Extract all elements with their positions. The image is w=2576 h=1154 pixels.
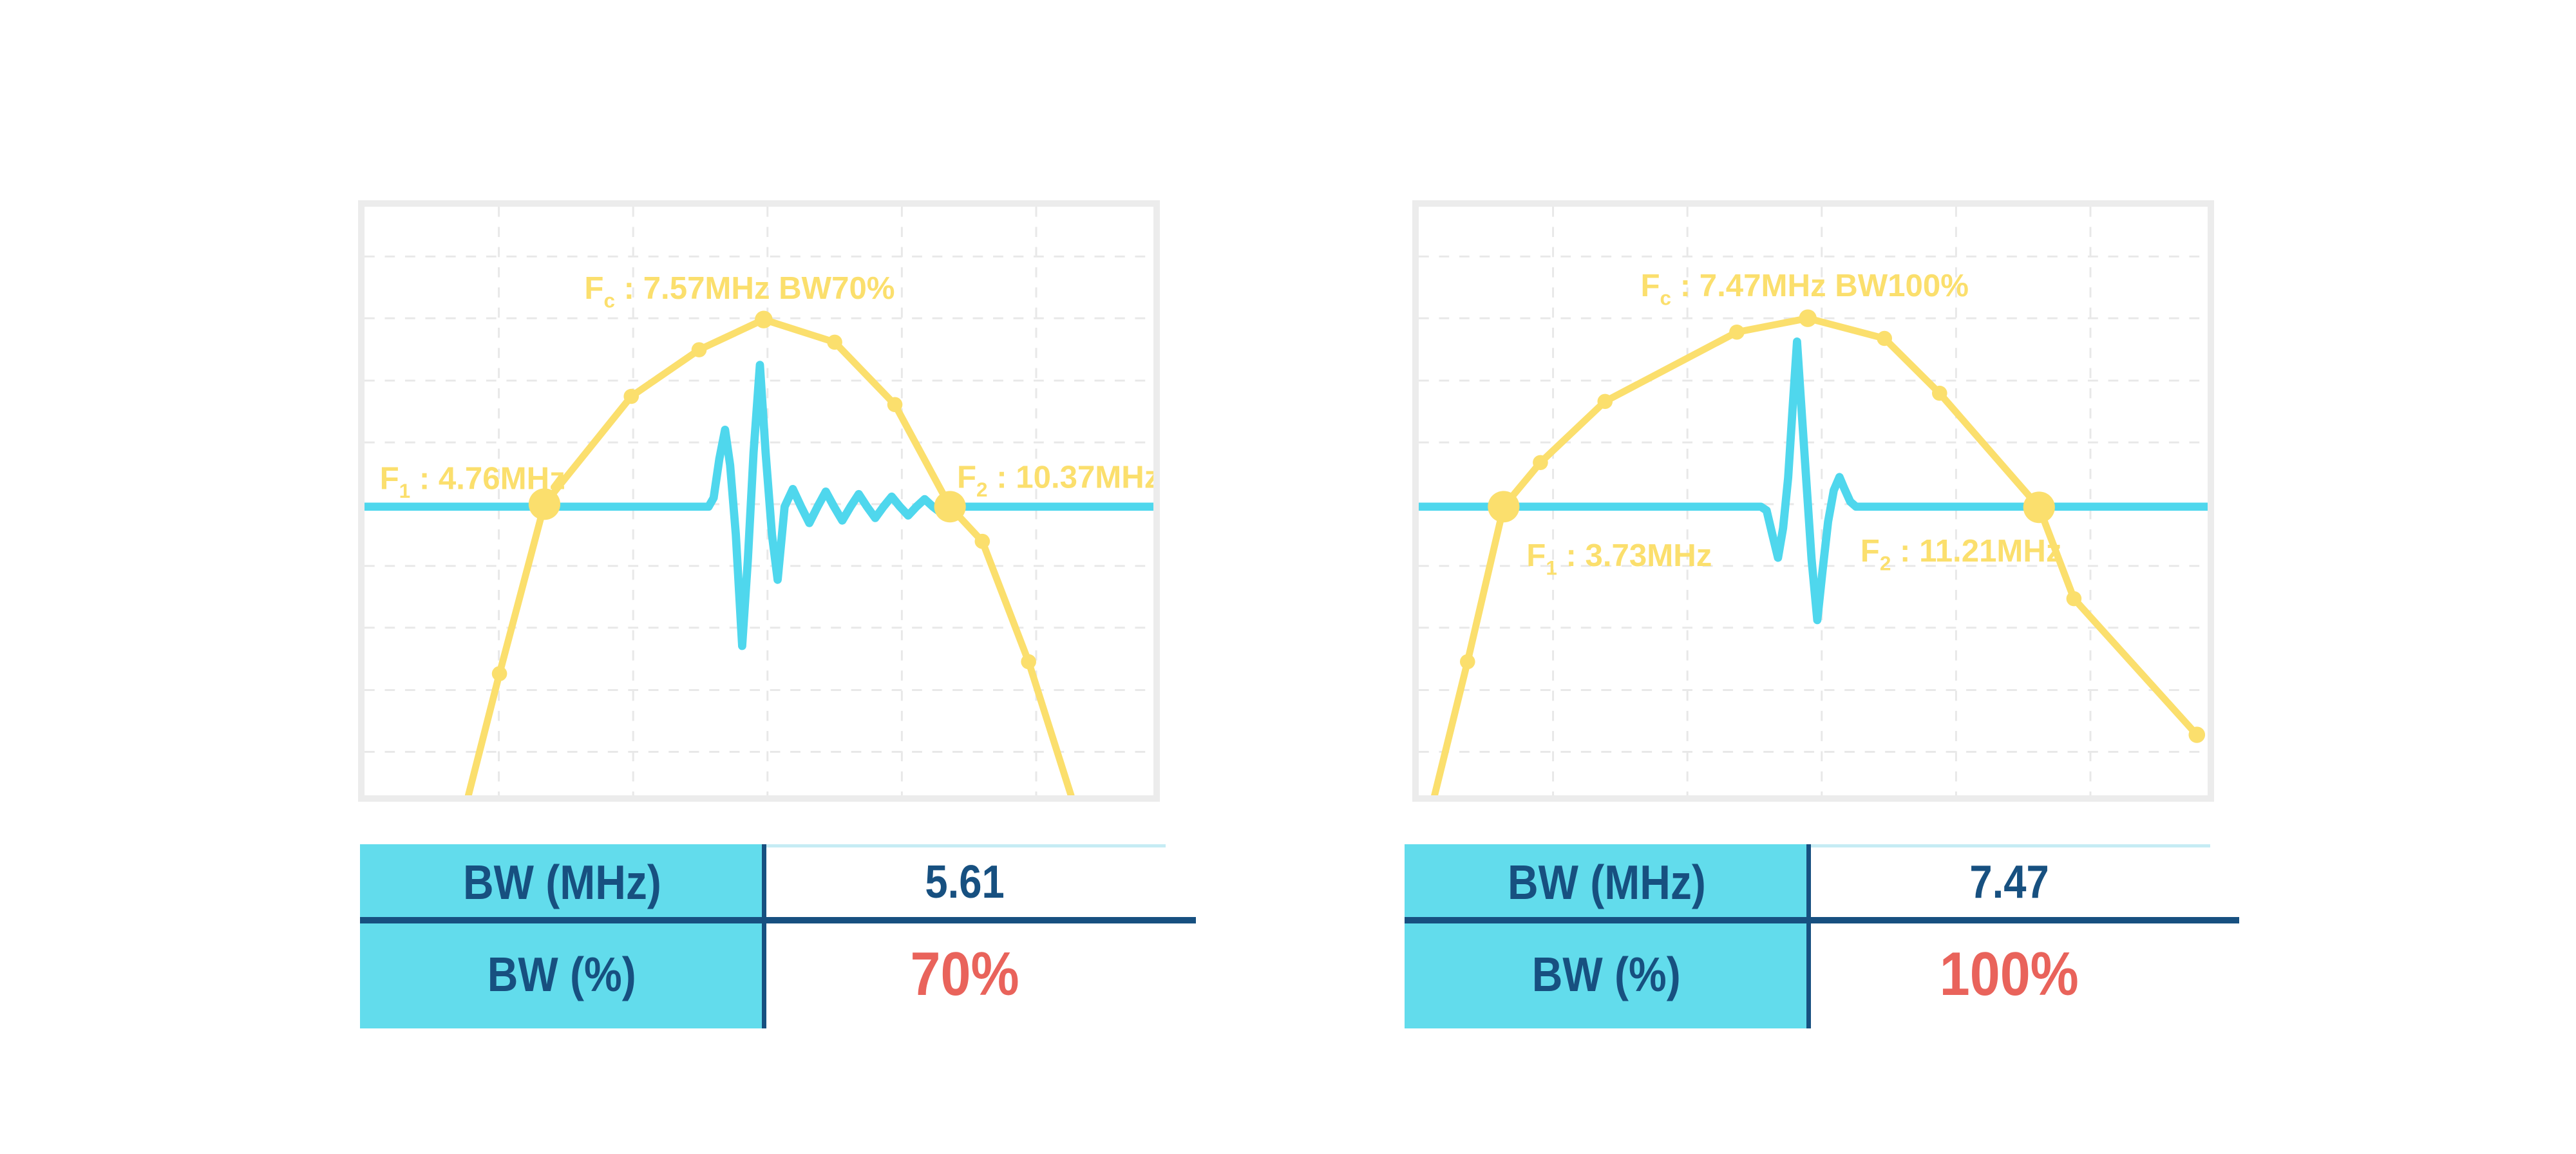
spectrum-marker: [1931, 385, 1947, 401]
spectrum-marker: [1729, 324, 1745, 340]
spectrum-curve: [464, 316, 1075, 795]
bw-pct-value-cell: 100%: [1808, 920, 2210, 1028]
spectrum-marker: [2023, 491, 2055, 524]
table-vertical-divider: [1806, 844, 1811, 1028]
bw-mhz-label-cell: BW (MHz): [1405, 844, 1808, 920]
bw-pct-label-cell: BW (%): [1405, 920, 1808, 1028]
bw-pct-value-cell: 70%: [764, 920, 1166, 1028]
pulse-waveform: [1419, 337, 2208, 625]
bw-pct-label: BW (%): [488, 947, 636, 1001]
spectrum-marker: [528, 488, 561, 520]
bw-mhz-value-cell: 7.47: [1808, 844, 2210, 920]
spectrum-marker: [755, 310, 773, 328]
bw-pct-value: 100%: [1939, 940, 2079, 1008]
spectrum-marker: [1459, 654, 1475, 670]
fc-annotation: Fc : 7.57MHz BW70%: [584, 271, 895, 312]
bw-pct-label: BW (%): [1532, 947, 1681, 1001]
bw-mhz-value: 5.61: [925, 856, 1005, 908]
spectrum-marker: [1799, 309, 1817, 327]
spectrum-marker: [491, 666, 507, 681]
spectrum-marker: [1488, 491, 1520, 523]
spectrum-marker: [1877, 330, 1892, 346]
bw-table-right: BW (MHz) 7.47 BW (%) 100%: [1405, 844, 2239, 1028]
bw-mhz-label-cell: BW (MHz): [360, 844, 764, 920]
table-horizontal-divider: [360, 917, 1196, 923]
spectrum-marker: [974, 533, 990, 549]
bw-table-left: BW (MHz) 5.61 BW (%) 70%: [360, 844, 1196, 1028]
bw-mhz-value-cell: 5.61: [764, 844, 1166, 920]
spectrum-chart-bw100: Fc : 7.47MHz BW100% F1 : 3.73MHz F2 : 11.2…: [1412, 200, 2214, 802]
spectrum-marker: [934, 491, 966, 523]
spectrum-marker: [2188, 726, 2206, 743]
spectrum-marker: [2066, 591, 2082, 607]
value-column-top-line: [1811, 844, 2210, 847]
spectrum-marker: [1533, 455, 1548, 471]
spectrum-marker: [691, 342, 707, 357]
spectrum-marker: [827, 334, 842, 350]
spectrum-marker: [1021, 654, 1036, 670]
f1-annotation: F1 : 3.73MHz: [1526, 538, 1712, 580]
f2-annotation: F2 : 11.21MHz: [1861, 534, 2062, 575]
bw-pct-label-cell: BW (%): [360, 920, 764, 1028]
bw-mhz-label: BW (MHz): [1507, 855, 1706, 909]
table-horizontal-divider: [1405, 917, 2239, 923]
spectrum-marker: [623, 388, 639, 404]
spectrum-curve: [1431, 314, 2201, 795]
spectrum-chart-bw100-svg: Fc : 7.47MHz BW100% F1 : 3.73MHz F2 : 11.2…: [1419, 207, 2208, 795]
f2-annotation: F2 : 10.37MHz: [957, 460, 1153, 502]
spectrum-marker: [1597, 393, 1613, 410]
bw-mhz-label: BW (MHz): [462, 855, 661, 909]
fc-annotation: Fc : 7.47MHz BW100%: [1640, 269, 1968, 310]
bw-pct-value: 70%: [910, 940, 1019, 1008]
spectrum-chart-bw70: Fc : 7.57MHz BW70% F1 : 4.76MHz F2 : 10.37…: [358, 200, 1160, 802]
spectrum-chart-bw70-svg: Fc : 7.57MHz BW70% F1 : 4.76MHz F2 : 10.37…: [365, 207, 1153, 795]
pulse-waveform: [365, 361, 1153, 650]
spectrum-marker: [887, 397, 903, 413]
f1-annotation: F1 : 4.76MHz: [380, 462, 565, 503]
value-column-top-line: [766, 844, 1166, 847]
bw-mhz-value: 7.47: [1969, 856, 2049, 908]
table-vertical-divider: [762, 844, 766, 1028]
